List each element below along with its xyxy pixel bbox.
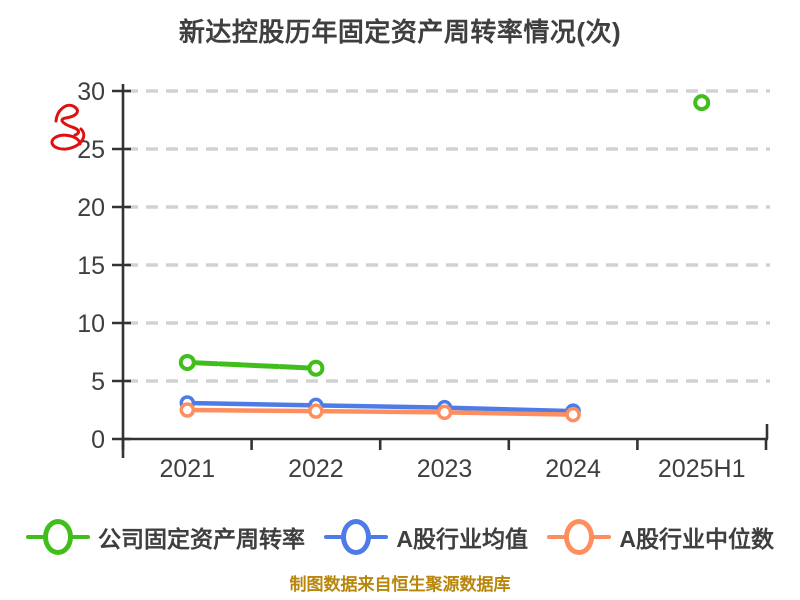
x-tick-label: 2025H1 bbox=[658, 455, 746, 483]
data-point-marker bbox=[308, 403, 324, 419]
y-tick-label: 10 bbox=[77, 310, 105, 338]
x-tick-label: 2021 bbox=[159, 455, 215, 483]
y-tick-label: 0 bbox=[91, 426, 105, 454]
x-tick-label: 2023 bbox=[417, 455, 473, 483]
legend-label-industry-median: A股行业中位数 bbox=[619, 526, 774, 552]
data-point-marker bbox=[565, 406, 581, 423]
legend-marker-orange-icon bbox=[547, 517, 612, 557]
legend-marker-green-icon bbox=[26, 517, 90, 557]
data-point-marker bbox=[179, 402, 196, 418]
red-scribble-annotation-icon bbox=[54, 103, 81, 137]
x-tick-label: 2024 bbox=[545, 455, 601, 483]
data-point-marker bbox=[436, 404, 453, 421]
legend-marker-blue-icon bbox=[324, 517, 389, 557]
chart-legend: 公司固定资产周转率 A股行业均值 A股行业中位数 bbox=[26, 514, 774, 560]
data-point-marker bbox=[307, 359, 325, 377]
legend-label-industry-avg: A股行业均值 bbox=[396, 526, 528, 552]
y-tick-label: 30 bbox=[77, 78, 105, 106]
red-scribble-annotation-icon bbox=[50, 127, 86, 151]
legend-item-company: 公司固定资产周转率 bbox=[26, 517, 305, 557]
y-tick-label: 15 bbox=[77, 252, 105, 280]
data-point-marker bbox=[693, 94, 711, 112]
legend-label-company: 公司固定资产周转率 bbox=[98, 526, 305, 552]
legend-item-industry-avg: A股行业均值 bbox=[324, 517, 528, 557]
data-point-marker bbox=[178, 353, 196, 371]
x-tick-label: 2022 bbox=[288, 455, 344, 483]
y-tick-label: 20 bbox=[77, 194, 105, 222]
series-line-1 bbox=[185, 400, 576, 414]
series-line-2 bbox=[185, 407, 576, 417]
chart-title: 新达控股历年固定资产周转率情况(次) bbox=[178, 17, 622, 47]
legend-item-industry-median: A股行业中位数 bbox=[547, 517, 774, 557]
series-line-0 bbox=[184, 359, 319, 371]
y-tick-label: 5 bbox=[91, 368, 105, 396]
data-source-note: 制图数据来自恒生聚源数据库 bbox=[289, 575, 511, 594]
